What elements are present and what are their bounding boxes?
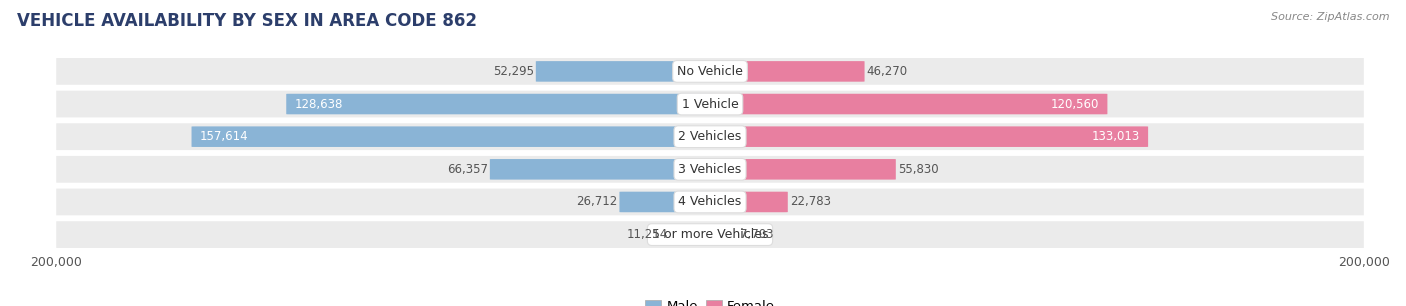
Text: 52,295: 52,295 <box>494 65 534 78</box>
FancyBboxPatch shape <box>536 61 713 82</box>
Text: 128,638: 128,638 <box>295 98 343 110</box>
FancyBboxPatch shape <box>707 159 896 180</box>
FancyBboxPatch shape <box>620 192 713 212</box>
Text: 1 Vehicle: 1 Vehicle <box>682 98 738 110</box>
Text: Source: ZipAtlas.com: Source: ZipAtlas.com <box>1271 12 1389 22</box>
Text: 46,270: 46,270 <box>866 65 908 78</box>
FancyBboxPatch shape <box>707 192 787 212</box>
FancyBboxPatch shape <box>707 224 738 245</box>
Text: No Vehicle: No Vehicle <box>678 65 742 78</box>
Text: 133,013: 133,013 <box>1091 130 1140 143</box>
Text: 5 or more Vehicles: 5 or more Vehicles <box>652 228 768 241</box>
FancyBboxPatch shape <box>707 126 1149 147</box>
FancyBboxPatch shape <box>707 94 1108 114</box>
Text: 4 Vehicles: 4 Vehicles <box>679 196 741 208</box>
FancyBboxPatch shape <box>707 61 865 82</box>
FancyBboxPatch shape <box>489 159 713 180</box>
Text: 11,214: 11,214 <box>627 228 668 241</box>
FancyBboxPatch shape <box>56 123 1364 150</box>
FancyBboxPatch shape <box>56 156 1364 183</box>
FancyBboxPatch shape <box>191 126 713 147</box>
Legend: Male, Female: Male, Female <box>640 295 780 306</box>
Text: VEHICLE AVAILABILITY BY SEX IN AREA CODE 862: VEHICLE AVAILABILITY BY SEX IN AREA CODE… <box>17 12 477 30</box>
FancyBboxPatch shape <box>56 188 1364 215</box>
Text: 26,712: 26,712 <box>576 196 617 208</box>
Text: 66,357: 66,357 <box>447 163 488 176</box>
FancyBboxPatch shape <box>56 221 1364 248</box>
Text: 2 Vehicles: 2 Vehicles <box>679 130 741 143</box>
Text: 157,614: 157,614 <box>200 130 249 143</box>
FancyBboxPatch shape <box>56 58 1364 85</box>
FancyBboxPatch shape <box>287 94 713 114</box>
FancyBboxPatch shape <box>56 91 1364 118</box>
Text: 120,560: 120,560 <box>1050 98 1099 110</box>
Text: 55,830: 55,830 <box>898 163 938 176</box>
FancyBboxPatch shape <box>671 224 713 245</box>
Text: 7,703: 7,703 <box>741 228 773 241</box>
Text: 22,783: 22,783 <box>790 196 831 208</box>
Text: 3 Vehicles: 3 Vehicles <box>679 163 741 176</box>
